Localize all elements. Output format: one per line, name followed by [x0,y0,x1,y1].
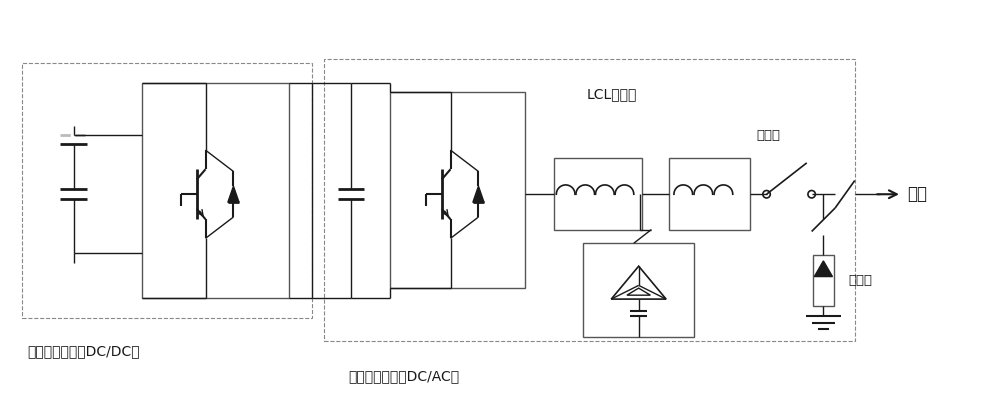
Bar [142,82,289,298]
Text: 电网: 电网 [907,185,927,203]
Text: LCL滤波器: LCL滤波器 [586,87,637,101]
Bar [813,255,834,306]
Polygon shape [473,186,484,202]
Text: 虚拟同步发电机DC/AC侧: 虚拟同步发电机DC/AC侧 [348,370,459,384]
Polygon shape [814,261,832,276]
Bar [324,59,855,341]
Bar [554,158,642,229]
Polygon shape [228,186,239,202]
Text: 断路器: 断路器 [757,129,781,142]
Text: 防雷器: 防雷器 [848,274,872,287]
Bar [390,92,524,288]
Bar [669,158,750,229]
Text: 虚拟同步发电机DC/DC侧: 虚拟同步发电机DC/DC侧 [28,344,140,358]
Bar [583,243,694,337]
Bar [22,63,312,318]
